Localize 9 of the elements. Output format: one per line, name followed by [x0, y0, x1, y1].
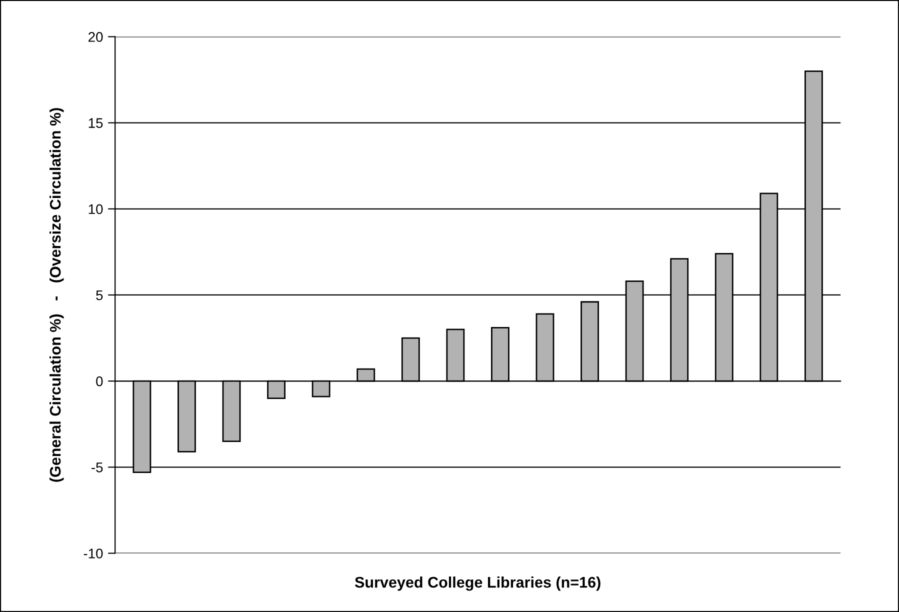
y-tick-label: 5	[96, 290, 103, 300]
y-tick-label: -5	[92, 462, 103, 472]
y-axis-title: (General Circulation %) - (Oversize Circulation %)	[50, 108, 64, 482]
x-axis-title: Surveyed College Libraries (n=16)	[354, 576, 600, 591]
y-tick-label: 20	[88, 32, 103, 42]
y-tick-label: 15	[88, 118, 103, 128]
y-tick-label: 0	[96, 376, 103, 386]
y-tick-label: 10	[88, 204, 103, 214]
y-tick-label: -10	[84, 548, 103, 558]
